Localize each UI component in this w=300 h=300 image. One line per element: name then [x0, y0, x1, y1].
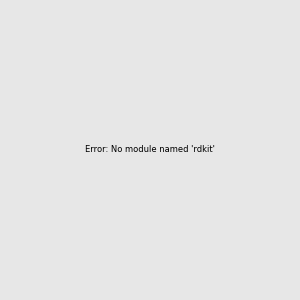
- Text: Error: No module named 'rdkit': Error: No module named 'rdkit': [85, 146, 215, 154]
